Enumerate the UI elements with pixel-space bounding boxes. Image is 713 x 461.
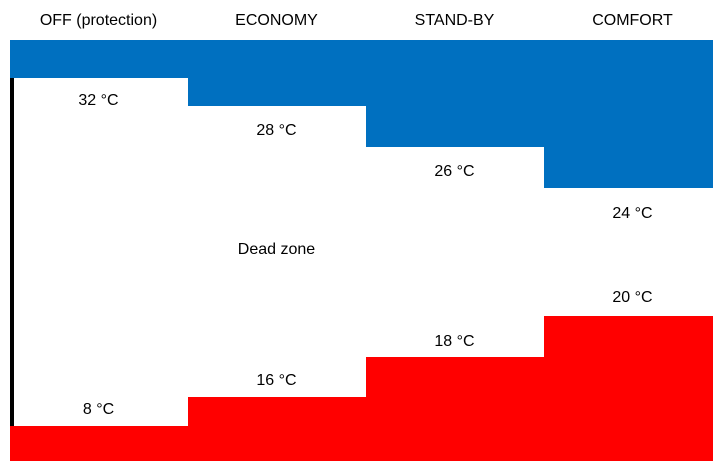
heating-setpoint-standby: 18 °C: [434, 333, 475, 350]
cooling-zone-comfort: [544, 40, 713, 188]
dead-zone-label: Dead zone: [237, 241, 316, 258]
mode-label-economy: ECONOMY: [235, 12, 318, 29]
heating-setpoint-economy: 16 °C: [256, 372, 297, 389]
mode-label-standby: STAND-BY: [414, 12, 495, 29]
mode-label-off: OFF (protection): [39, 12, 158, 29]
cooling-setpoint-standby: 26 °C: [434, 163, 475, 180]
heating-setpoint-comfort: 20 °C: [612, 289, 653, 306]
cooling-setpoint-economy: 28 °C: [256, 122, 297, 139]
mode-label-comfort: COMFORT: [592, 12, 673, 29]
cooling-setpoint-comfort: 24 °C: [612, 205, 653, 222]
heating-setpoint-off: 8 °C: [82, 401, 115, 418]
left-axis-line: [10, 78, 14, 426]
cooling-setpoint-off: 32 °C: [78, 92, 119, 109]
heating-zone-comfort: [544, 316, 713, 461]
